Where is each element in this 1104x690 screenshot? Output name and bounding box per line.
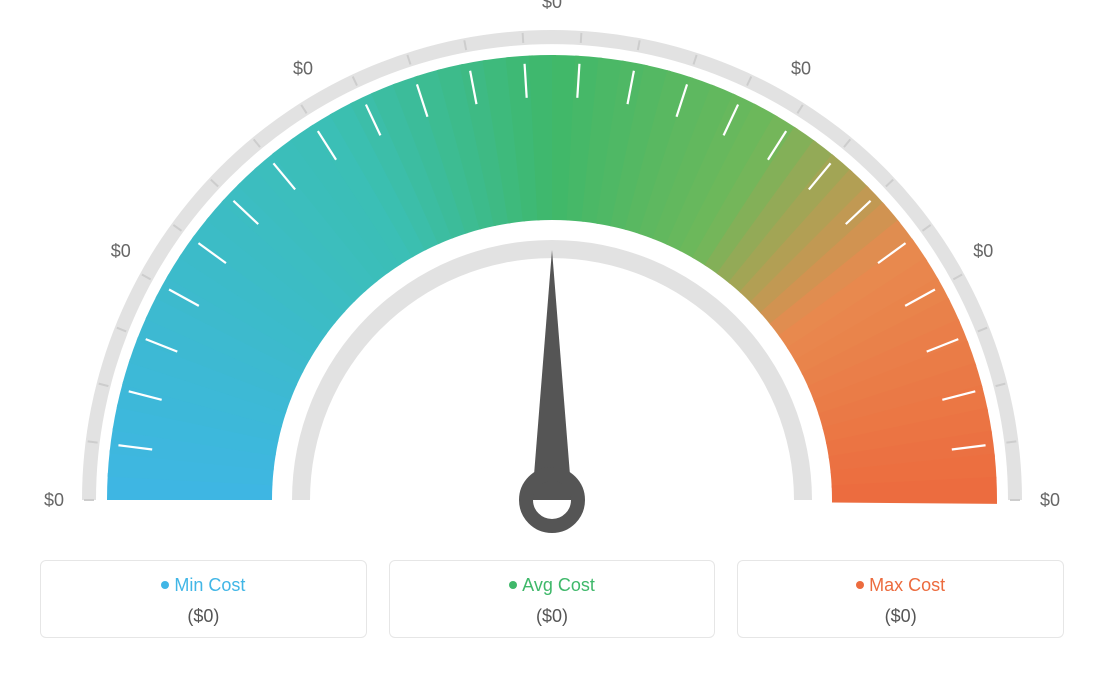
tick-label: $0 <box>542 0 562 12</box>
legend-dot-min <box>161 581 169 589</box>
legend-dot-max <box>856 581 864 589</box>
tick-label: $0 <box>973 241 993 261</box>
legend-card-max: Max Cost ($0) <box>737 560 1064 638</box>
legend-dot-avg <box>509 581 517 589</box>
legend-card-min: Min Cost ($0) <box>40 560 367 638</box>
legend-value-max: ($0) <box>748 606 1053 627</box>
ring-tick <box>523 33 524 43</box>
legend-label-max-text: Max Cost <box>869 575 945 595</box>
legend-label-min: Min Cost <box>51 575 356 596</box>
cost-gauge-widget: $0 $0 $0 $0 $0 $0 $0 Min Cost ($0) Avg Cost ($… <box>0 0 1104 690</box>
tick-label: $0 <box>791 59 811 79</box>
legend-value-min: ($0) <box>51 606 356 627</box>
gauge-needle <box>532 250 572 500</box>
gauge-area: $0 $0 $0 $0 $0 $0 $0 <box>0 0 1104 560</box>
legend-card-avg: Avg Cost ($0) <box>389 560 716 638</box>
legend-label-avg: Avg Cost <box>400 575 705 596</box>
ring-tick <box>88 441 98 442</box>
gauge-svg: $0 $0 $0 $0 $0 $0 $0 <box>0 0 1104 560</box>
tick-label: $0 <box>44 490 64 510</box>
ring-tick <box>581 33 582 43</box>
legend-label-avg-text: Avg Cost <box>522 575 595 595</box>
tick-label: $0 <box>111 241 131 261</box>
ring-tick <box>1006 441 1016 442</box>
legend-row: Min Cost ($0) Avg Cost ($0) Max Cost ($0… <box>0 560 1104 638</box>
tick-label: $0 <box>1040 490 1060 510</box>
legend-label-max: Max Cost <box>748 575 1053 596</box>
legend-value-avg: ($0) <box>400 606 705 627</box>
legend-label-min-text: Min Cost <box>174 575 245 595</box>
tick-label: $0 <box>293 59 313 79</box>
